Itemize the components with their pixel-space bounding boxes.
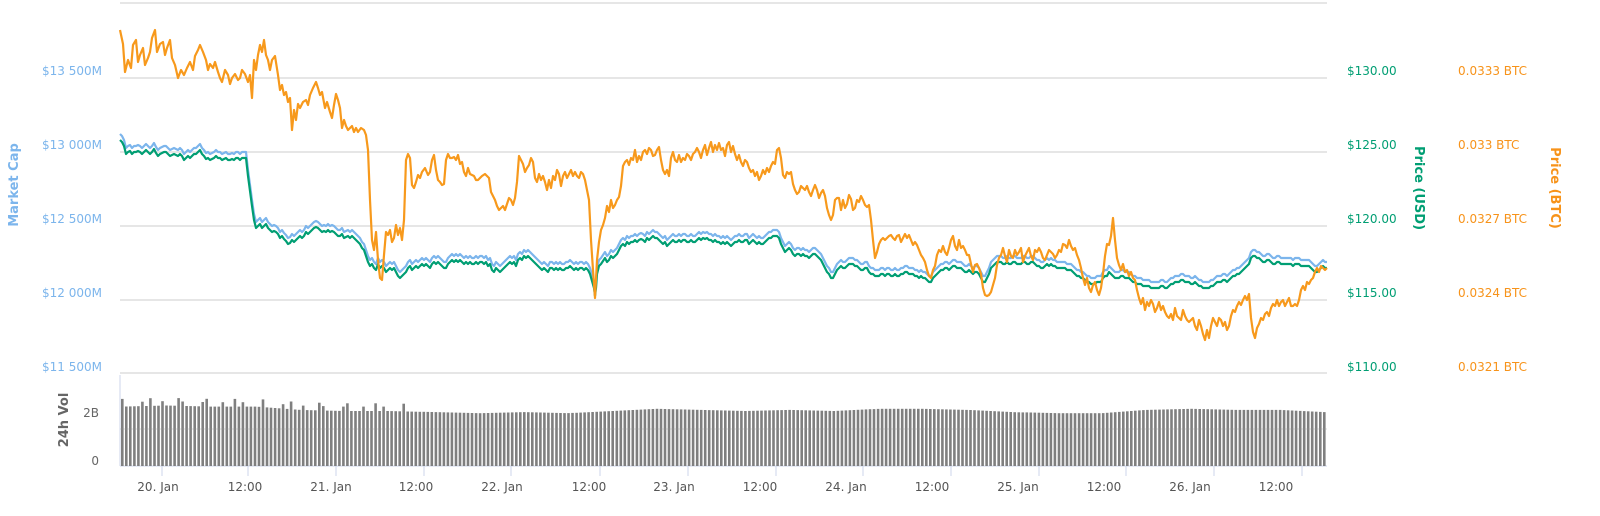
x-tick-label: 12:00 <box>399 480 434 494</box>
x-tick-label: 24. Jan <box>825 480 866 494</box>
mcap-tick: $12 500M <box>42 212 102 226</box>
btc-tick: 0.0321 BTC <box>1458 360 1527 374</box>
volume-bars[interactable] <box>121 398 1326 466</box>
x-tick-label: 12:00 <box>572 480 607 494</box>
x-tick-label: 12:00 <box>743 480 778 494</box>
btc-price-line[interactable] <box>118 28 1328 342</box>
x-tick-label: 23. Jan <box>653 480 694 494</box>
btc-price-axis: 0.0333 BTC 0.033 BTC 0.0327 BTC 0.0324 B… <box>1458 64 1527 374</box>
mcap-tick: $13 500M <box>42 64 102 78</box>
usd-price-axis-title: Price (USD) <box>1411 146 1426 230</box>
usd-tick: $110.00 <box>1347 360 1397 374</box>
btc-price-axis-title: Price (BTC) <box>1547 147 1562 229</box>
x-tick-label: 22. Jan <box>481 480 522 494</box>
market-cap-line[interactable] <box>119 133 1327 292</box>
x-tick-label: 12:00 <box>1259 480 1294 494</box>
usd-tick: $125.00 <box>1347 138 1397 152</box>
mcap-tick: $11 500M <box>42 360 102 374</box>
usd-price-axis: $130.00 $125.00 $120.00 $115.00 $110.00 <box>1347 64 1397 374</box>
market-cap-axis-title: Market Cap <box>7 143 22 227</box>
x-tick-label: 21. Jan <box>310 480 351 494</box>
usd-tick: $115.00 <box>1347 286 1397 300</box>
x-tick-label: 20. Jan <box>137 480 178 494</box>
volume-tick: 2B <box>83 406 99 420</box>
mcap-tick: $13 000M <box>42 138 102 152</box>
x-tick-label: 12:00 <box>915 480 950 494</box>
volume-tick: 0 <box>91 454 99 468</box>
x-tick-label: 12:00 <box>228 480 263 494</box>
market-cap-axis: $13 500M $13 000M $12 500M $12 000M $11 … <box>42 64 102 374</box>
btc-tick: 0.0327 BTC <box>1458 212 1527 226</box>
x-axis <box>161 466 1303 476</box>
x-tick-label: 12:00 <box>1087 480 1122 494</box>
btc-tick: 0.033 BTC <box>1458 138 1519 152</box>
mcap-tick: $12 000M <box>42 286 102 300</box>
usd-tick: $130.00 <box>1347 64 1397 78</box>
x-tick-label: 26. Jan <box>1169 480 1210 494</box>
btc-tick: 0.0324 BTC <box>1458 286 1527 300</box>
volume-axis-title: 24h Vol <box>57 393 72 448</box>
gridlines <box>120 2 1327 374</box>
usd-price-line[interactable] <box>119 139 1327 298</box>
btc-tick: 0.0333 BTC <box>1458 64 1527 78</box>
usd-tick: $120.00 <box>1347 212 1397 226</box>
x-tick-label: 25. Jan <box>997 480 1038 494</box>
